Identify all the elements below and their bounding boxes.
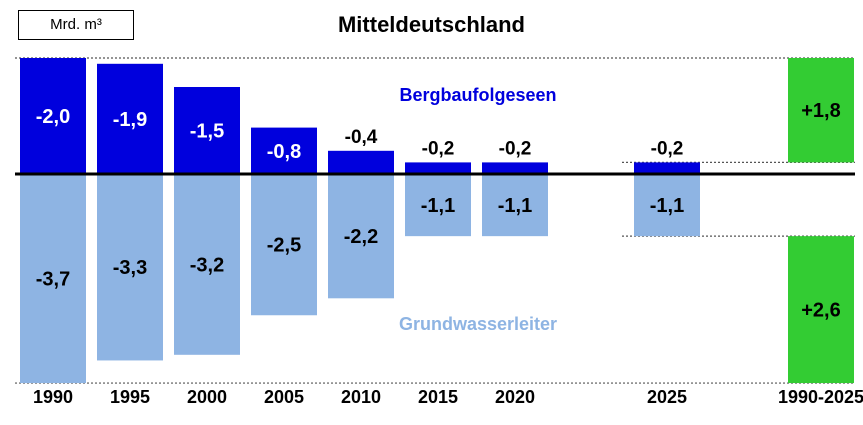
value-label-bergbau-1990: -2,0: [36, 106, 70, 128]
bar-bergbaufolgeseen-2020: [482, 162, 548, 174]
category-label-1995: 1995: [110, 387, 150, 407]
category-label-2000: 2000: [187, 387, 227, 407]
value-label-difference-grundwasser: +2,6: [801, 300, 840, 322]
value-label-grundwasser-2010: -2,2: [344, 226, 378, 248]
value-label-bergbau-2015: -0,2: [422, 138, 455, 159]
category-label-2025: 2025: [647, 387, 687, 407]
category-label-1990-2025: 1990-2025: [778, 387, 863, 407]
value-label-bergbau-2025: -0,2: [651, 138, 684, 159]
bar-grundwasser-2015: [405, 174, 471, 237]
bar-bergbaufolgeseen-2010: [328, 150, 394, 174]
bar-bergbaufolgeseen-2000: [174, 87, 240, 174]
value-label-grundwasser-2025: -1,1: [650, 195, 684, 217]
unit-label-box: Mrd. m³: [18, 10, 134, 40]
value-label-grundwasser-1995: -3,3: [113, 257, 147, 279]
bar-bergbaufolgeseen-2015: [405, 162, 471, 174]
value-label-grundwasser-2005: -2,5: [267, 235, 301, 257]
value-label-grundwasser-2000: -3,2: [190, 254, 224, 276]
value-label-grundwasser-1990: -3,7: [36, 269, 70, 291]
bar-grundwasser-1990: [20, 174, 86, 384]
bar-grundwasser-2025: [634, 174, 700, 237]
series-label-bergbaufolgeseen: Bergbaufolgeseen: [399, 85, 556, 105]
value-label-bergbau-2000: -1,5: [190, 121, 224, 143]
chart-title: Mitteldeutschland: [337, 12, 525, 37]
value-label-difference-bergbau: +1,8: [801, 100, 840, 122]
value-label-grundwasser-2020: -1,1: [498, 195, 532, 217]
bar-bergbaufolgeseen-1990: [20, 58, 86, 174]
bar-grundwasser-2000: [174, 174, 240, 355]
value-label-bergbau-1995: -1,9: [113, 109, 147, 131]
labels-group: -2,0 -3,7 1990 -1,9 -3,3 1995 -1,5 -3,2 2000 -0,8…: [33, 85, 863, 407]
value-label-bergbau-2020: -0,2: [499, 138, 532, 159]
bar-grundwasser-2020: [482, 174, 548, 237]
bars-group: [20, 58, 854, 384]
value-label-bergbau-2005: -0,8: [267, 141, 301, 163]
category-label-2005: 2005: [264, 387, 304, 407]
value-label-grundwasser-2015: -1,1: [421, 195, 455, 217]
category-label-2015: 2015: [418, 387, 458, 407]
bar-grundwasser-2010: [328, 174, 394, 299]
bar-bergbaufolgeseen-2005: [251, 127, 317, 174]
category-label-2010: 2010: [341, 387, 381, 407]
category-label-2020: 2020: [495, 387, 535, 407]
series-label-grundwasserleiter: Grundwasserleiter: [399, 314, 557, 334]
value-label-bergbau-2010: -0,4: [345, 127, 378, 148]
dotted-guides: [15, 57, 855, 384]
category-label-1990: 1990: [33, 387, 73, 407]
bar-grundwasser-1995: [97, 174, 163, 361]
bar-grundwasser-2005: [251, 174, 317, 316]
bar-bergbaufolgeseen-2025: [634, 162, 700, 174]
bar-difference-grundwasser: [788, 236, 854, 384]
bar-bergbaufolgeseen-1995: [97, 63, 163, 174]
bar-difference-bergbaufolgeseen: [788, 58, 854, 163]
